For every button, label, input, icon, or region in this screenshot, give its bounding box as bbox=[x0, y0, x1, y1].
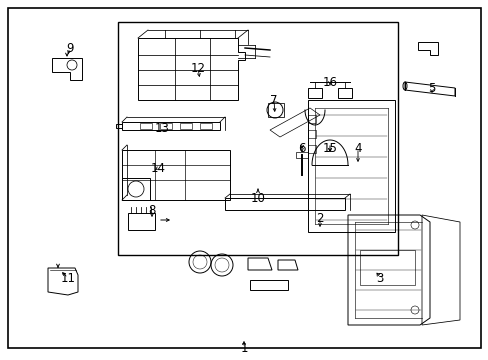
Text: 12: 12 bbox=[190, 62, 205, 75]
Bar bbox=[249, 280, 287, 290]
Text: 3: 3 bbox=[376, 271, 383, 284]
Bar bbox=[307, 115, 315, 123]
Bar bbox=[295, 152, 307, 158]
Text: 5: 5 bbox=[427, 81, 435, 95]
Bar bbox=[267, 103, 284, 117]
Bar bbox=[140, 123, 152, 129]
Text: 14: 14 bbox=[150, 162, 165, 175]
Text: 13: 13 bbox=[154, 122, 169, 135]
Bar bbox=[359, 250, 414, 285]
Text: 10: 10 bbox=[250, 192, 265, 204]
Bar bbox=[307, 130, 315, 138]
Bar bbox=[160, 123, 172, 129]
Text: 1: 1 bbox=[240, 342, 247, 355]
Text: 4: 4 bbox=[353, 141, 361, 154]
Text: 8: 8 bbox=[148, 203, 155, 216]
Bar bbox=[122, 178, 150, 200]
Bar bbox=[200, 123, 212, 129]
Text: 2: 2 bbox=[316, 212, 323, 225]
Bar bbox=[307, 145, 315, 153]
Bar bbox=[180, 123, 192, 129]
Text: 6: 6 bbox=[298, 141, 305, 154]
Text: 7: 7 bbox=[270, 94, 277, 107]
Text: 15: 15 bbox=[322, 141, 337, 154]
Text: 16: 16 bbox=[322, 76, 337, 89]
Text: 9: 9 bbox=[66, 41, 74, 54]
Bar bbox=[118, 22, 397, 255]
Text: 11: 11 bbox=[61, 271, 75, 284]
